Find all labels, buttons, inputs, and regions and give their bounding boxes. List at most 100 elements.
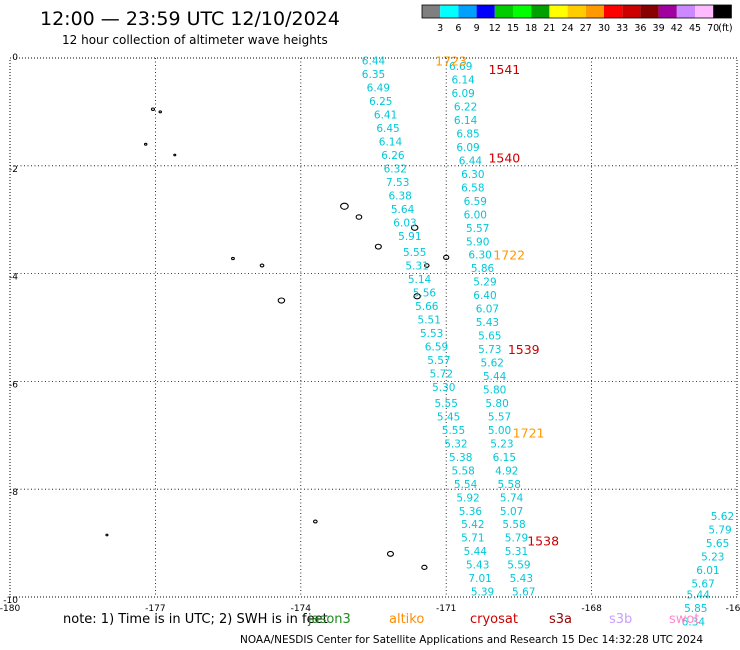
swh-value-label: 6.41 <box>374 110 397 122</box>
island-outline <box>386 550 395 557</box>
swh-value-label: 5.55 <box>435 398 458 410</box>
colorbar-unit-label: (ft) <box>718 23 732 34</box>
page-title: 12:00 — 23:59 UTC 12/10/2024 <box>40 8 340 30</box>
island-outline <box>150 107 156 111</box>
colorbar-tick-label: 39 <box>653 23 665 34</box>
colorbar-swatch <box>713 5 732 18</box>
pass-number-label: 1539 <box>508 342 540 357</box>
swh-value-label: 6.14 <box>379 137 403 149</box>
swh-value-label: 5.14 <box>408 274 432 286</box>
colorbar-swatch <box>440 5 459 18</box>
swh-value-label: 5.79 <box>708 525 731 537</box>
swh-value-label: 5.51 <box>418 314 441 326</box>
footer-note: note: 1) Time is in UTC; 2) SWH is in fe… <box>63 612 328 627</box>
colorbar-tick-label: 12 <box>489 23 501 34</box>
pass-number-label: 1541 <box>488 62 520 77</box>
swh-value-label: 5.43 <box>476 317 499 329</box>
swh-value-label: 5.44 <box>687 589 711 601</box>
swh-value-label: 5.74 <box>500 492 524 504</box>
swh-value-label: 5.23 <box>490 438 513 450</box>
colorbar-swatch <box>476 5 495 18</box>
colorbar-tick-label: 15 <box>507 23 519 34</box>
colorbar-swatch <box>695 5 714 18</box>
swh-value-label: 6.49 <box>367 83 390 95</box>
swh-value-label: 6.09 <box>456 142 479 154</box>
island-outline <box>410 224 419 231</box>
pass-number-label: 1721 <box>513 426 545 441</box>
swh-value-label: 5.42 <box>461 519 484 531</box>
swh-value-label: 5.72 <box>430 368 453 380</box>
colorbar-swatch <box>676 5 695 18</box>
colorbar-tick-label: 42 <box>671 23 683 34</box>
swh-value-label: 5.29 <box>473 277 496 289</box>
swh-value-label: 6.14 <box>454 115 478 127</box>
swh-value-label: 5.32 <box>444 438 467 450</box>
altimeter-chart: -180 -177 -174 -171 -168 -160-2-4-6-8-106.446… <box>0 53 740 628</box>
swh-value-label: 5.62 <box>481 358 504 370</box>
swh-value-label: 5.31 <box>505 546 528 558</box>
colorbar-frame <box>421 4 732 19</box>
mission-label-cryosat: cryosat <box>470 612 518 627</box>
swh-value-label: 5.71 <box>461 533 484 545</box>
swh-value-label: 5.43 <box>466 560 489 572</box>
swh-value-label: 5.07 <box>500 506 523 518</box>
swh-value-label: 5.58 <box>498 479 521 491</box>
island-outline <box>413 293 421 300</box>
swh-value-label: 5.65 <box>478 331 501 343</box>
swh-value-label: 5.57 <box>427 355 450 367</box>
colorbar-swatch <box>531 5 550 18</box>
swh-value-label: 5.86 <box>471 263 495 275</box>
island-outline <box>230 256 235 261</box>
colorbar-tick-label: 3 <box>437 23 443 34</box>
colorbar-swatch <box>567 5 586 18</box>
island-outline <box>374 243 382 250</box>
swh-value-label: 5.23 <box>701 552 724 564</box>
mission-label-s3a: s3a <box>549 612 573 627</box>
y-tick-label: -4 <box>9 273 18 283</box>
colorbar-tick-label: 33 <box>616 23 628 34</box>
colorbar-tick-label: 36 <box>634 23 646 34</box>
colorbar-swatch <box>622 5 641 18</box>
swh-value-label: 5.43 <box>510 573 533 585</box>
y-tick-label: -10 <box>3 596 18 606</box>
x-tick-label: -168 <box>581 604 602 614</box>
swh-value-label: 5.80 <box>483 384 506 396</box>
swh-value-label: 5.91 <box>398 231 421 243</box>
swh-value-label: 6.03 <box>393 217 416 229</box>
mission-label-swot: swot <box>669 612 700 627</box>
swh-value-label: 5.67 <box>691 579 714 591</box>
swh-value-label: 6.01 <box>696 565 719 577</box>
island-outline <box>355 214 363 220</box>
island-outline <box>259 263 265 268</box>
swh-value-label: 5.31 <box>405 261 428 273</box>
colorbar-tick-label: 21 <box>543 23 555 34</box>
swh-value-label: 6.32 <box>384 163 407 175</box>
island-outline <box>158 110 162 114</box>
swh-value-label: 5.79 <box>505 533 528 545</box>
swh-value-label: 6.30 <box>461 169 484 181</box>
colorbar-swatch <box>604 5 623 18</box>
swh-value-label: 6.38 <box>388 190 411 202</box>
swh-value-label: 4.92 <box>495 465 518 477</box>
swh-value-label: 6.07 <box>476 304 499 316</box>
swh-value-label: 6.44 <box>362 56 386 68</box>
swh-value-label: 5.85 <box>684 603 707 615</box>
swh-value-label: 5.59 <box>507 560 530 572</box>
x-tick-label: -177 <box>145 604 165 614</box>
x-tick-label: -16 <box>726 604 740 614</box>
colorbar-swatch <box>640 5 659 18</box>
swh-value-label: 6.40 <box>473 290 496 302</box>
colorbar-tick-label: 24 <box>562 23 574 34</box>
swh-value-label: 5.30 <box>432 382 455 394</box>
swh-value-label: 5.44 <box>464 546 488 558</box>
swh-value-label: 5.53 <box>420 328 443 340</box>
mission-label-altiko: altiko <box>389 612 425 627</box>
colorbar-swatch <box>513 5 532 18</box>
swh-value-label: 6.44 <box>459 155 483 167</box>
swh-value-label: 5.57 <box>488 411 511 423</box>
island-outline <box>277 297 286 304</box>
colorbar-swatch <box>422 5 441 18</box>
swh-value-label: 5.38 <box>449 452 472 464</box>
swh-value-label: 5.67 <box>512 587 535 599</box>
colorbar-tick-label: 45 <box>689 23 701 34</box>
